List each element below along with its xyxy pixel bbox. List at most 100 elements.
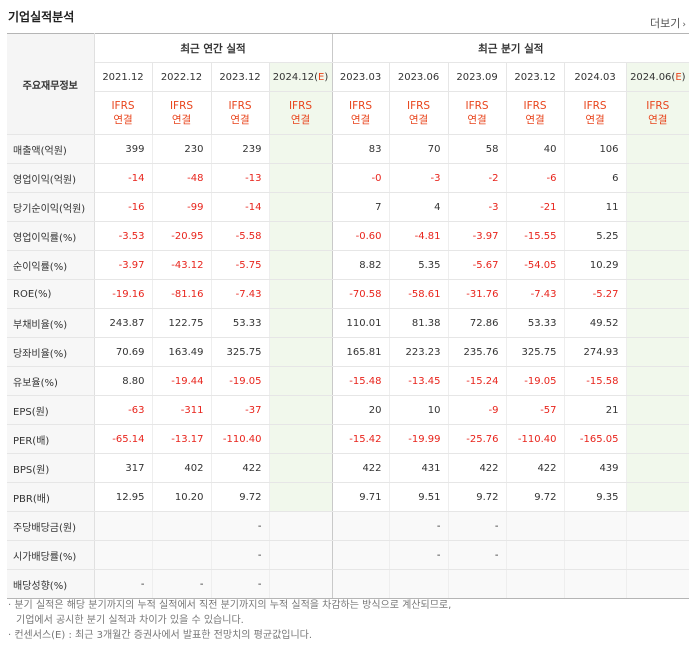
value-cell	[625, 308, 690, 338]
period-header: 2023.06	[388, 62, 449, 92]
value-cell: -13.17	[151, 424, 211, 454]
value-cell: -13.45	[388, 366, 449, 396]
value-cell	[625, 511, 690, 541]
value-cell: -19.05	[505, 366, 565, 396]
value-cell: 439	[563, 453, 627, 483]
value-cell: -110.40	[210, 424, 269, 454]
value-cell	[625, 279, 690, 309]
value-cell: 72.86	[447, 308, 507, 338]
value-cell: 53.33	[505, 308, 565, 338]
value-cell: 53.33	[210, 308, 269, 338]
table-row: 영업이익률(%) -3.53 -20.95 -5.58 -0.60 -4.81 -3.97-…	[7, 221, 690, 251]
value-cell: 325.75	[210, 337, 269, 367]
value-cell: 110.01	[331, 308, 390, 338]
value-cell: 8.80	[93, 366, 152, 396]
value-cell	[563, 540, 627, 570]
value-cell: 70.69	[93, 337, 152, 367]
value-cell: -3	[447, 192, 507, 222]
value-cell: 11	[563, 192, 627, 222]
basis-header: IFRS 연결	[210, 91, 269, 135]
value-cell	[625, 395, 690, 425]
value-cell: 4	[388, 192, 449, 222]
value-cell: 20	[331, 395, 390, 425]
value-cell: 431	[388, 453, 449, 483]
value-cell: -43.12	[151, 250, 211, 280]
value-cell	[93, 511, 152, 541]
value-cell: -3.97	[93, 250, 152, 280]
period-header: 2024.03	[563, 62, 627, 92]
row-label: 당기순이익(억원)	[7, 192, 95, 222]
basis-header: IFRS 연결	[388, 91, 449, 135]
row-label-header: 주요재무정보	[7, 33, 95, 135]
value-cell	[268, 424, 333, 454]
value-cell: -15.58	[563, 366, 627, 396]
value-cell: 165.81	[331, 337, 390, 367]
value-cell: -19.05	[210, 366, 269, 396]
table-row: BPS(원) 317 402 422 422 431 422 422 439	[7, 453, 690, 483]
period-header: 2023.09	[447, 62, 507, 92]
value-cell	[268, 308, 333, 338]
value-cell: -5.58	[210, 221, 269, 251]
value-cell: -15.24	[447, 366, 507, 396]
value-cell: -5.67	[447, 250, 507, 280]
value-cell	[625, 540, 690, 570]
value-cell: 223.23	[388, 337, 449, 367]
table-row: PBR(배) 12.95 10.20 9.72 9.71 9.51 9.72 9.72 9.35	[7, 482, 690, 512]
value-cell: -63	[93, 395, 152, 425]
value-cell	[625, 192, 690, 222]
basis-header: IFRS 연결	[268, 91, 333, 135]
value-cell: 58	[447, 134, 507, 164]
financial-table: 주요재무정보 최근 연간 실적 최근 분기 실적 2021.12 2022.12 2…	[7, 33, 690, 599]
value-cell: 10.20	[151, 482, 211, 512]
value-cell: -81.16	[151, 279, 211, 309]
value-cell: -165.05	[563, 424, 627, 454]
value-cell	[625, 482, 690, 512]
value-cell: -6	[505, 163, 565, 193]
value-cell: 122.75	[151, 308, 211, 338]
footnotes: · 분기 실적은 해당 분기까지의 누적 실적에서 직전 분기까지의 누적 실적…	[8, 598, 688, 643]
value-cell	[268, 134, 333, 164]
value-cell: -57	[505, 395, 565, 425]
value-cell: 239	[210, 134, 269, 164]
value-cell: 422	[505, 453, 565, 483]
row-label: PBR(배)	[7, 482, 95, 512]
period-header: 2023.12	[505, 62, 565, 92]
value-cell: -58.61	[388, 279, 449, 309]
basis-header: IFRS 연결	[93, 91, 152, 135]
value-cell: 81.38	[388, 308, 449, 338]
value-cell	[93, 540, 152, 570]
value-cell: 230	[151, 134, 211, 164]
value-cell	[331, 540, 390, 570]
value-cell: 274.93	[563, 337, 627, 367]
basis-header: IFRS 연결	[563, 91, 627, 135]
row-label: 매출액(억원)	[7, 134, 95, 164]
row-label: EPS(원)	[7, 395, 95, 425]
value-cell: 317	[93, 453, 152, 483]
value-cell	[388, 569, 449, 599]
value-cell: -0.60	[331, 221, 390, 251]
value-cell: 5.35	[388, 250, 449, 280]
row-label: 주당배당금(원)	[7, 511, 95, 541]
value-cell	[505, 540, 565, 570]
value-cell	[268, 453, 333, 483]
value-cell: 422	[447, 453, 507, 483]
value-cell: 70	[388, 134, 449, 164]
value-cell: 12.95	[93, 482, 152, 512]
table-row: 순이익률(%) -3.97 -43.12 -5.75 8.82 5.35 -5.67 -54.…	[7, 250, 690, 280]
value-cell: -	[151, 569, 211, 599]
row-label: BPS(원)	[7, 453, 95, 483]
more-link[interactable]: 더보기 ›	[650, 17, 686, 30]
value-cell	[625, 163, 690, 193]
value-cell	[625, 134, 690, 164]
value-cell: -20.95	[151, 221, 211, 251]
table-row: 부채비율(%) 243.87 122.75 53.33 110.01 81.38 72.86…	[7, 308, 690, 338]
table-row: 배당성향(%) - - -	[7, 569, 690, 599]
table-row: 영업이익(억원) -14 -48 -13 -0 -3 -2 -6 6	[7, 163, 690, 193]
value-cell	[625, 424, 690, 454]
value-cell	[625, 366, 690, 396]
value-cell: 10.29	[563, 250, 627, 280]
value-cell	[625, 250, 690, 280]
value-cell: -7.43	[505, 279, 565, 309]
row-label: 영업이익률(%)	[7, 221, 95, 251]
value-cell: 7	[331, 192, 390, 222]
